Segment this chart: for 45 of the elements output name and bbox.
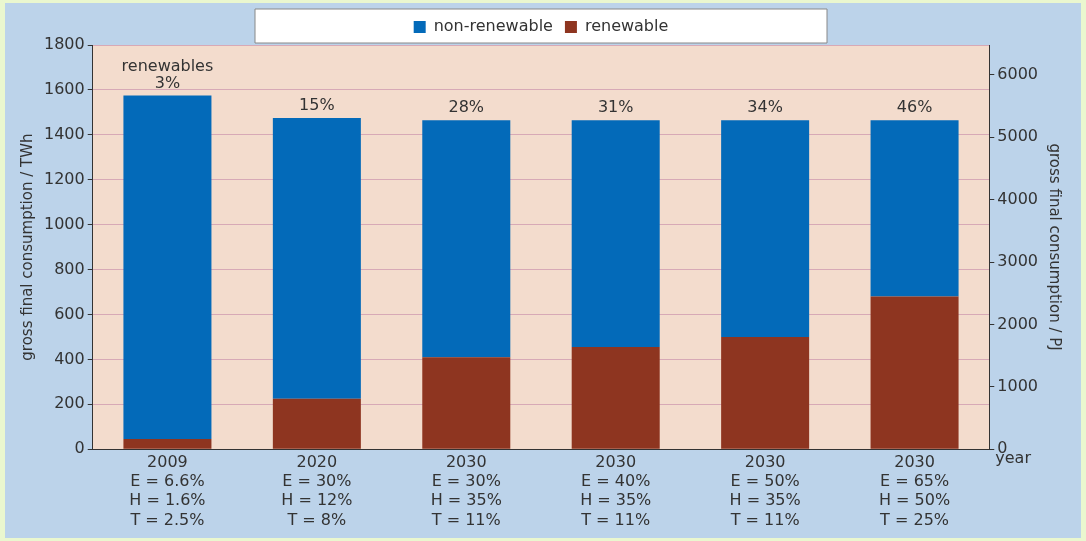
y-tick-label: 400 — [54, 348, 85, 368]
y2-tick-label: 1000 — [997, 375, 1038, 395]
y-tick-label: 200 — [54, 393, 85, 413]
y2-tick-label: 3000 — [997, 251, 1038, 271]
bar — [870, 120, 959, 297]
bar — [123, 95, 212, 440]
bar — [870, 296, 959, 449]
legend-label: renewable — [584, 16, 669, 36]
x-tick-label: 2030 E = 40% H = 35% T = 11% — [580, 451, 652, 529]
bar — [123, 439, 212, 449]
y-axis-title: gross final consumption / TWh — [17, 133, 36, 361]
y-tick-label: 1400 — [44, 123, 85, 143]
annotation: 34% — [747, 97, 783, 117]
y2-axis-title: gross final consumption / PJ — [1046, 143, 1065, 351]
annotation: 46% — [896, 97, 933, 117]
y2-tick-label: 5000 — [997, 126, 1038, 146]
annotation: renewables — [121, 55, 214, 75]
annotation: 15% — [299, 95, 335, 115]
y2-tick-label: 4000 — [997, 188, 1038, 208]
bar — [721, 336, 810, 449]
x-tick-label: 2030 E = 65% H = 50% T = 25% — [878, 451, 951, 529]
y-tick-label: 800 — [54, 258, 85, 278]
annotation: 28% — [448, 97, 485, 117]
annotation: 31% — [597, 97, 634, 117]
bar — [571, 347, 660, 449]
x-tick-label: 2030 E = 50% H = 35% T = 11% — [729, 451, 801, 529]
annotation: 3% — [154, 72, 181, 92]
y-tick-label: 1600 — [44, 79, 85, 99]
bar — [422, 120, 511, 358]
y2-tick-label: 6000 — [997, 64, 1038, 84]
bar — [272, 117, 361, 399]
y-tick-label: 600 — [54, 303, 85, 323]
bar — [721, 120, 810, 337]
y-tick-label: 0 — [74, 438, 85, 458]
x-tick-label: 2020 E = 30% H = 12% T = 8% — [281, 451, 353, 529]
x-tick-label: 2030 E = 30% H = 35% T = 11% — [430, 451, 502, 529]
bar — [272, 398, 361, 449]
y-tick-label: 1800 — [44, 34, 85, 54]
y-tick-label: 1000 — [44, 213, 85, 233]
x-tick-label: 2009 E = 6.6% H = 1.6% T = 2.5% — [129, 451, 206, 529]
bar — [571, 120, 660, 348]
bar — [422, 357, 511, 449]
y-tick-label: 1200 — [44, 168, 85, 188]
legend-label: non-renewable — [433, 16, 553, 36]
y2-tick-label: 2000 — [997, 313, 1038, 333]
